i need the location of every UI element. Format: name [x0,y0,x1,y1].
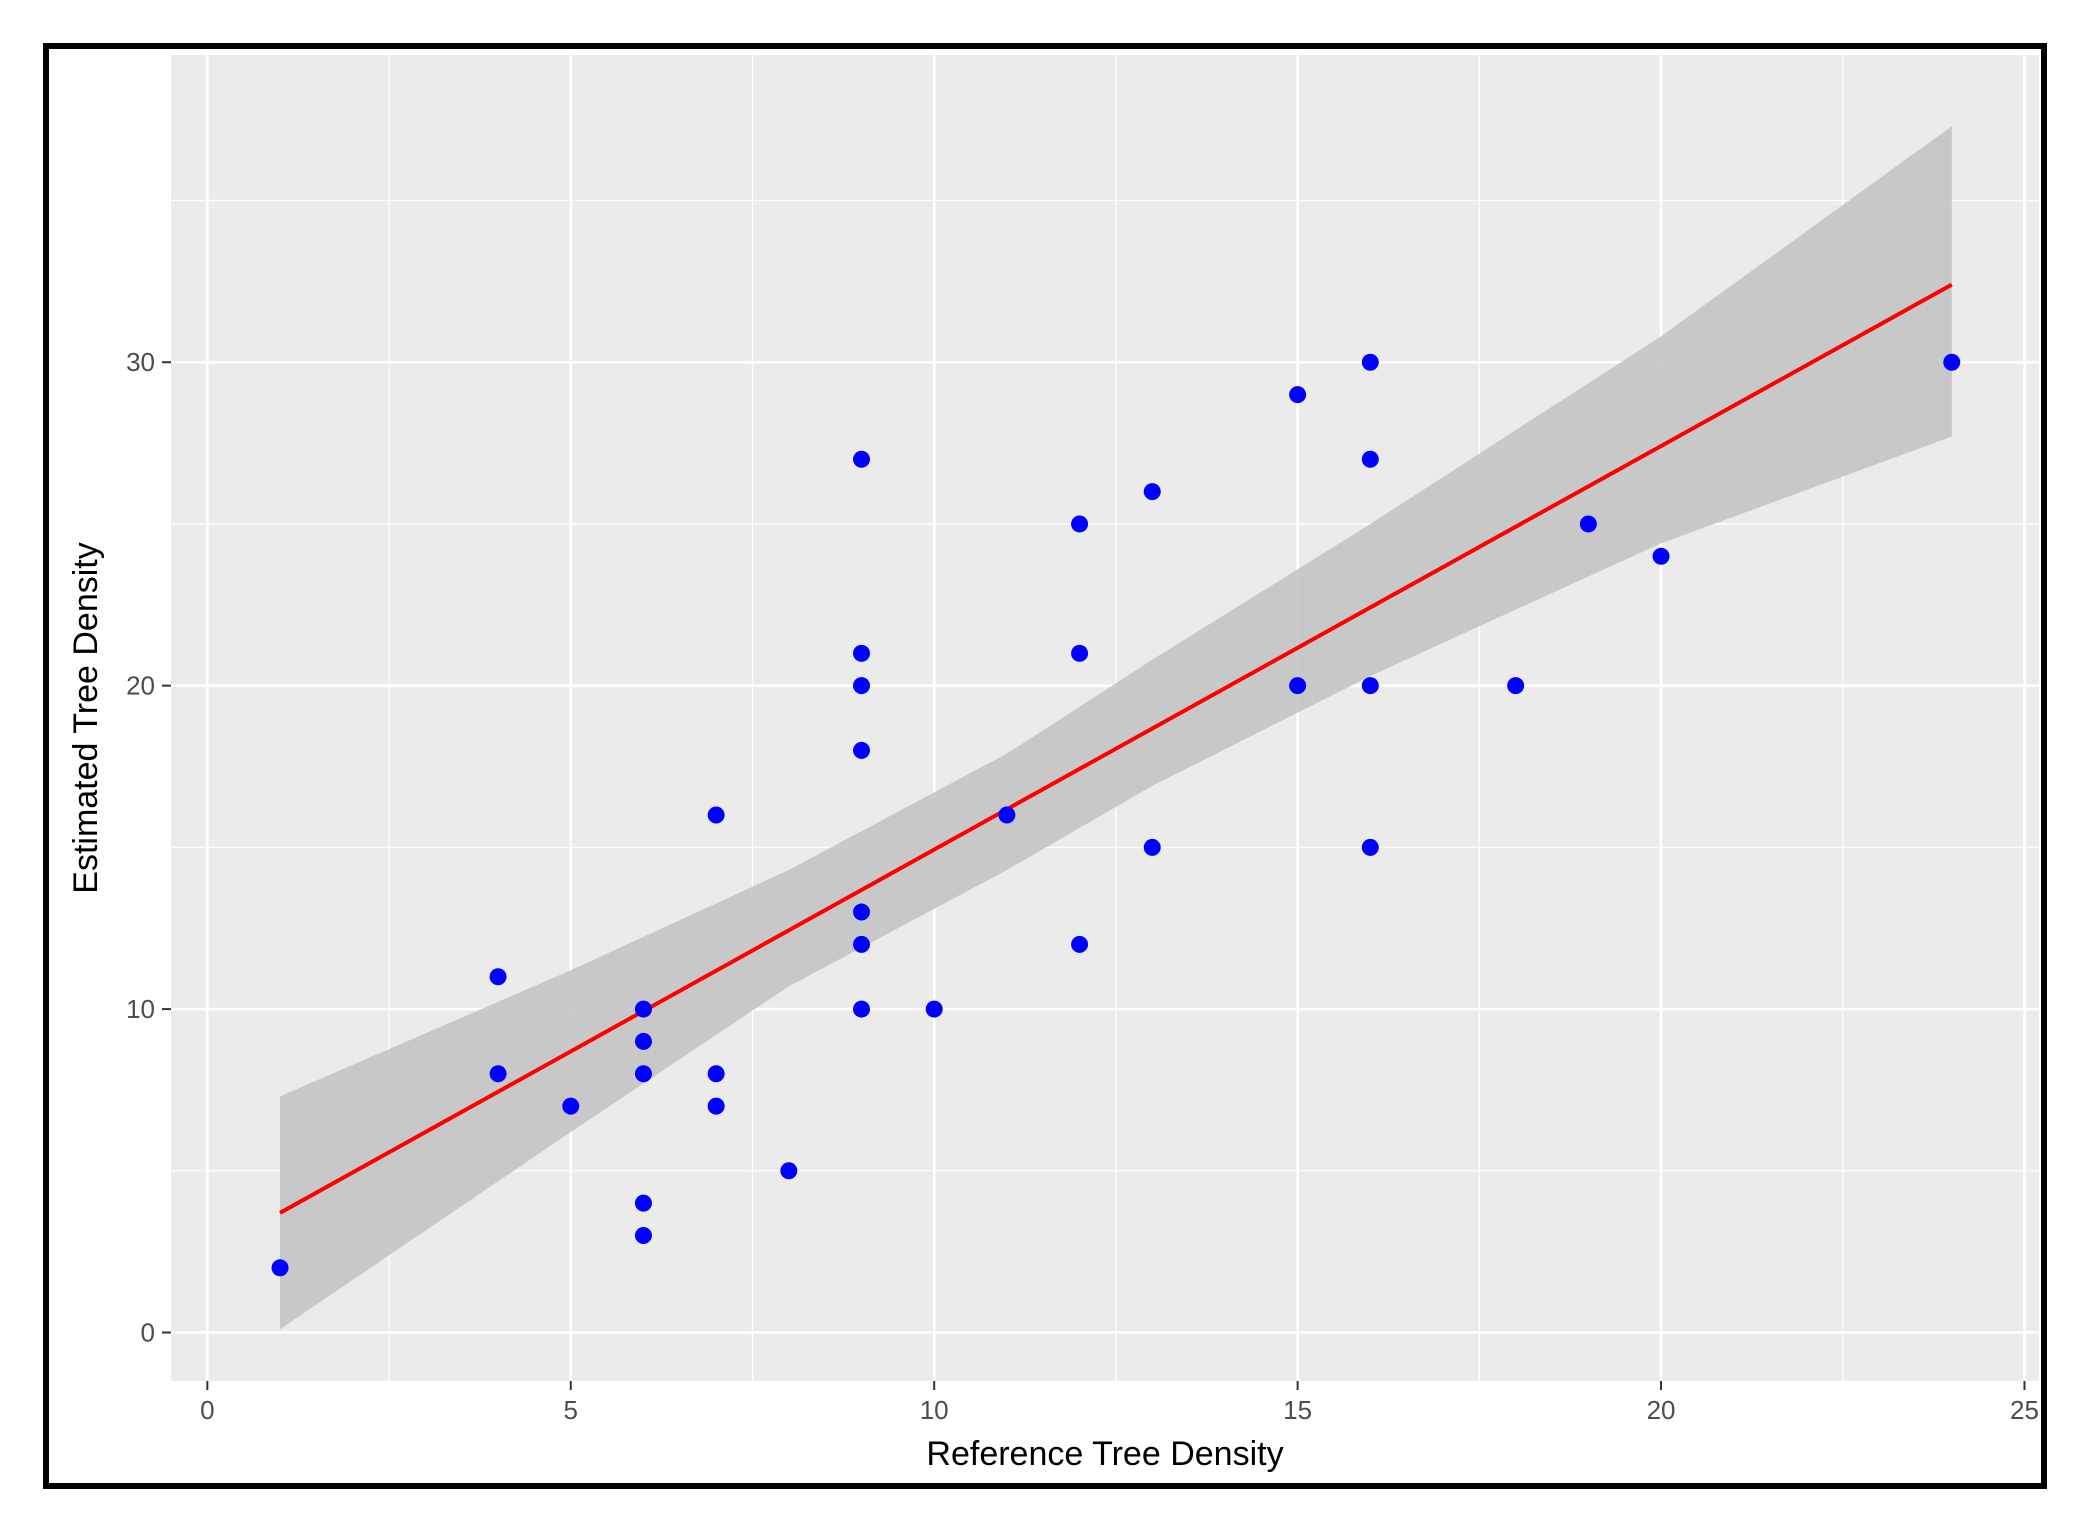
data-point [634,1194,652,1212]
x-tick-label: 15 [1283,1395,1312,1425]
data-point [1071,935,1089,953]
regression-line [279,282,1953,1215]
x-axis-ticks: 0 5 10 15 20 25 [200,1381,2039,1425]
data-point [634,1226,652,1244]
data-point [707,806,725,824]
data-point [853,903,871,921]
y-tick-label: 10 [126,994,155,1024]
x-tick-label: 0 [200,1395,214,1425]
data-point [634,1065,652,1083]
data-point [853,677,871,695]
data-point [1507,677,1525,695]
x-tick-label: 25 [2010,1395,2039,1425]
data-point [1943,353,1961,371]
data-point [1143,483,1161,501]
data-point [1071,515,1089,533]
data-point [1071,644,1089,662]
data-point [1652,547,1670,565]
data-point [853,644,871,662]
y-axis-ticks: 0 10 20 30 [126,347,171,1347]
scatter-plot: 0 5 10 15 20 25 0 10 20 30 Reference Tree Densit… [67,55,2039,1473]
data-point [1361,353,1379,371]
data-point [634,1000,652,1018]
x-tick-label: 10 [920,1395,949,1425]
data-point [634,1032,652,1050]
x-tick-label: 20 [1647,1395,1676,1425]
data-point [1361,677,1379,695]
confidence-band [280,126,1952,1330]
data-point [271,1259,289,1277]
data-point [707,1065,725,1083]
data-point [1579,515,1597,533]
data-point [853,935,871,953]
data-point [562,1097,580,1115]
data-point [1289,386,1307,404]
data-points [271,353,1961,1277]
data-point [1289,677,1307,695]
data-point [489,1065,507,1083]
data-point [1361,838,1379,856]
data-point [780,1162,798,1180]
data-point [925,1000,943,1018]
data-point [707,1097,725,1115]
y-tick-label: 0 [141,1317,155,1347]
data-point [998,806,1016,824]
data-point [853,450,871,468]
data-point [1143,838,1161,856]
y-tick-label: 20 [126,671,155,701]
chart-frame: 0 5 10 15 20 25 0 10 20 30 Reference Tree Densit… [43,43,2047,1489]
data-point [1361,450,1379,468]
data-point [853,1000,871,1018]
y-axis-title: Estimated Tree Density [67,542,105,893]
y-tick-label: 30 [126,347,155,377]
x-tick-label: 5 [564,1395,578,1425]
data-point [853,741,871,759]
x-axis-title: Reference Tree Density [926,1435,1283,1473]
data-point [489,968,507,986]
